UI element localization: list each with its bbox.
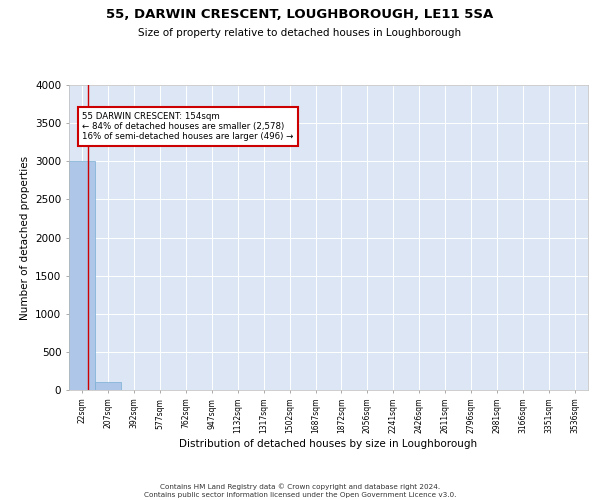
Text: Size of property relative to detached houses in Loughborough: Size of property relative to detached ho… (139, 28, 461, 38)
Bar (69, 161, 95, 390)
Bar (95, 382, 121, 390)
Text: 55 DARWIN CRESCENT: 154sqm
← 84% of detached houses are smaller (2,578)
16% of s: 55 DARWIN CRESCENT: 154sqm ← 84% of deta… (82, 112, 293, 142)
Text: Contains HM Land Registry data © Crown copyright and database right 2024.
Contai: Contains HM Land Registry data © Crown c… (144, 484, 456, 498)
X-axis label: Distribution of detached houses by size in Loughborough: Distribution of detached houses by size … (179, 439, 478, 449)
Y-axis label: Number of detached properties: Number of detached properties (20, 156, 29, 320)
Text: 55, DARWIN CRESCENT, LOUGHBOROUGH, LE11 5SA: 55, DARWIN CRESCENT, LOUGHBOROUGH, LE11 … (106, 8, 494, 20)
